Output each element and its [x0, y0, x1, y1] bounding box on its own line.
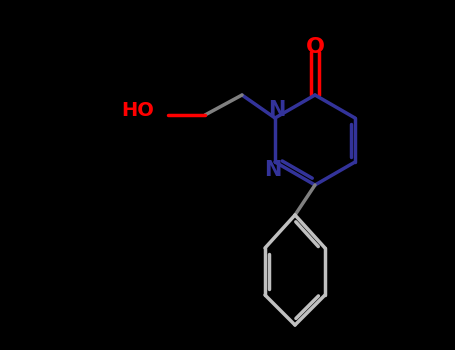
Text: HO: HO [121, 102, 154, 120]
Text: O: O [305, 37, 324, 57]
Text: N: N [268, 100, 286, 120]
Text: N: N [264, 160, 282, 180]
